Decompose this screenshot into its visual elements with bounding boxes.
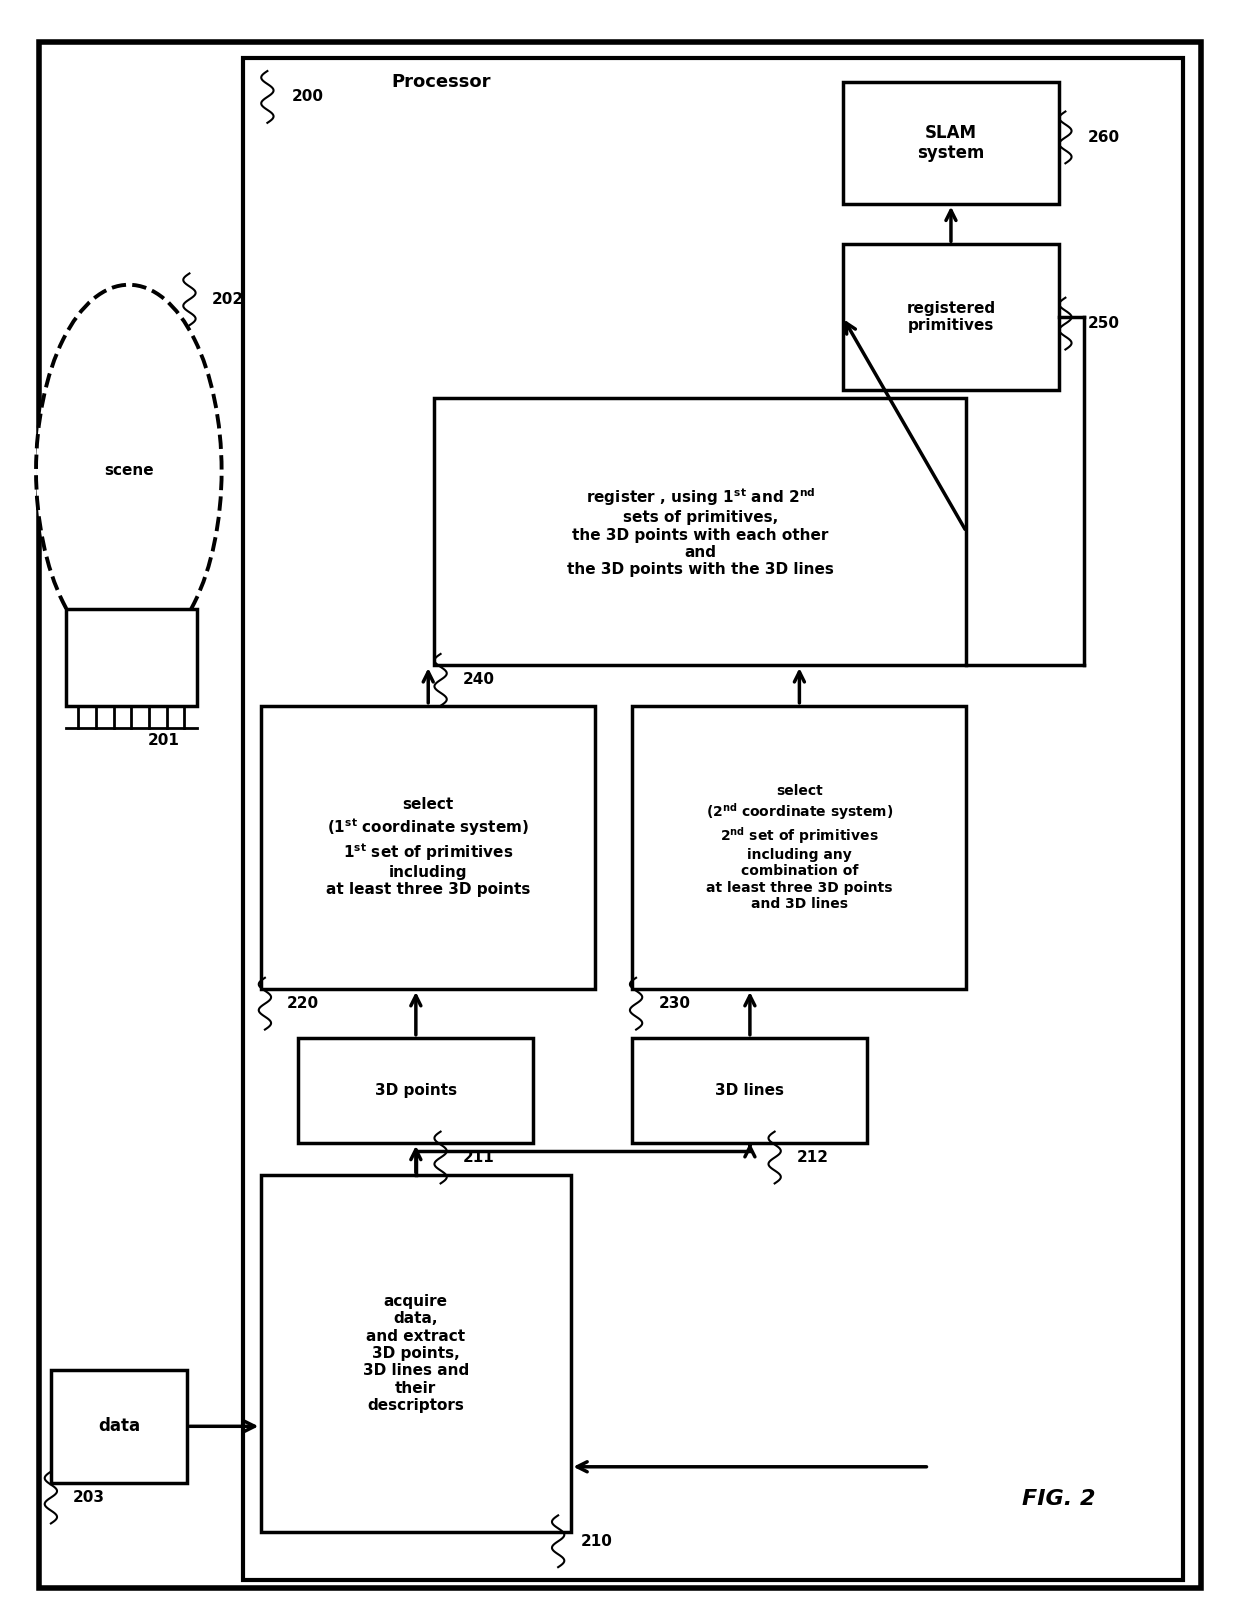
Text: acquire
data,
and extract
3D points,
3D lines and
their
descriptors: acquire data, and extract 3D points, 3D … <box>363 1294 469 1413</box>
Ellipse shape <box>36 285 222 657</box>
FancyBboxPatch shape <box>632 1038 868 1144</box>
FancyBboxPatch shape <box>843 83 1059 204</box>
Text: select
(2$^\mathregular{nd}$ coordinate system)
2$^\mathregular{nd}$ set of prim: select (2$^\mathregular{nd}$ coordinate … <box>706 783 893 912</box>
FancyBboxPatch shape <box>299 1038 533 1144</box>
Text: 250: 250 <box>1087 316 1120 331</box>
FancyBboxPatch shape <box>51 1369 187 1483</box>
FancyBboxPatch shape <box>262 706 595 989</box>
FancyBboxPatch shape <box>38 42 1202 1588</box>
Text: 201: 201 <box>148 733 180 748</box>
Text: 203: 203 <box>73 1491 105 1505</box>
FancyBboxPatch shape <box>243 58 1183 1580</box>
Text: register , using 1$^\mathregular{st}$ and 2$^\mathregular{nd}$
sets of primitive: register , using 1$^\mathregular{st}$ an… <box>567 487 833 577</box>
Text: 212: 212 <box>797 1150 828 1165</box>
FancyBboxPatch shape <box>632 706 966 989</box>
Text: FIG. 2: FIG. 2 <box>1023 1489 1096 1508</box>
Text: scene: scene <box>104 464 154 478</box>
Text: 200: 200 <box>293 89 324 104</box>
FancyBboxPatch shape <box>843 245 1059 389</box>
Text: 211: 211 <box>463 1150 495 1165</box>
Text: 3D lines: 3D lines <box>715 1083 785 1098</box>
Text: 260: 260 <box>1087 130 1120 144</box>
Text: 210: 210 <box>580 1534 613 1549</box>
Text: 240: 240 <box>463 673 495 688</box>
Text: registered
primitives: registered primitives <box>906 302 996 334</box>
Text: 230: 230 <box>658 996 691 1011</box>
Text: data: data <box>98 1418 140 1435</box>
FancyBboxPatch shape <box>66 608 197 706</box>
Text: Processor: Processor <box>391 73 491 91</box>
Text: 220: 220 <box>288 996 320 1011</box>
FancyBboxPatch shape <box>262 1176 570 1531</box>
Text: 202: 202 <box>212 292 244 307</box>
Text: SLAM
system: SLAM system <box>918 123 985 162</box>
Text: select
(1$^\mathregular{st}$ coordinate system)
1$^\mathregular{st}$ set of prim: select (1$^\mathregular{st}$ coordinate … <box>326 798 531 897</box>
FancyBboxPatch shape <box>434 397 966 665</box>
Text: 3D points: 3D points <box>374 1083 456 1098</box>
